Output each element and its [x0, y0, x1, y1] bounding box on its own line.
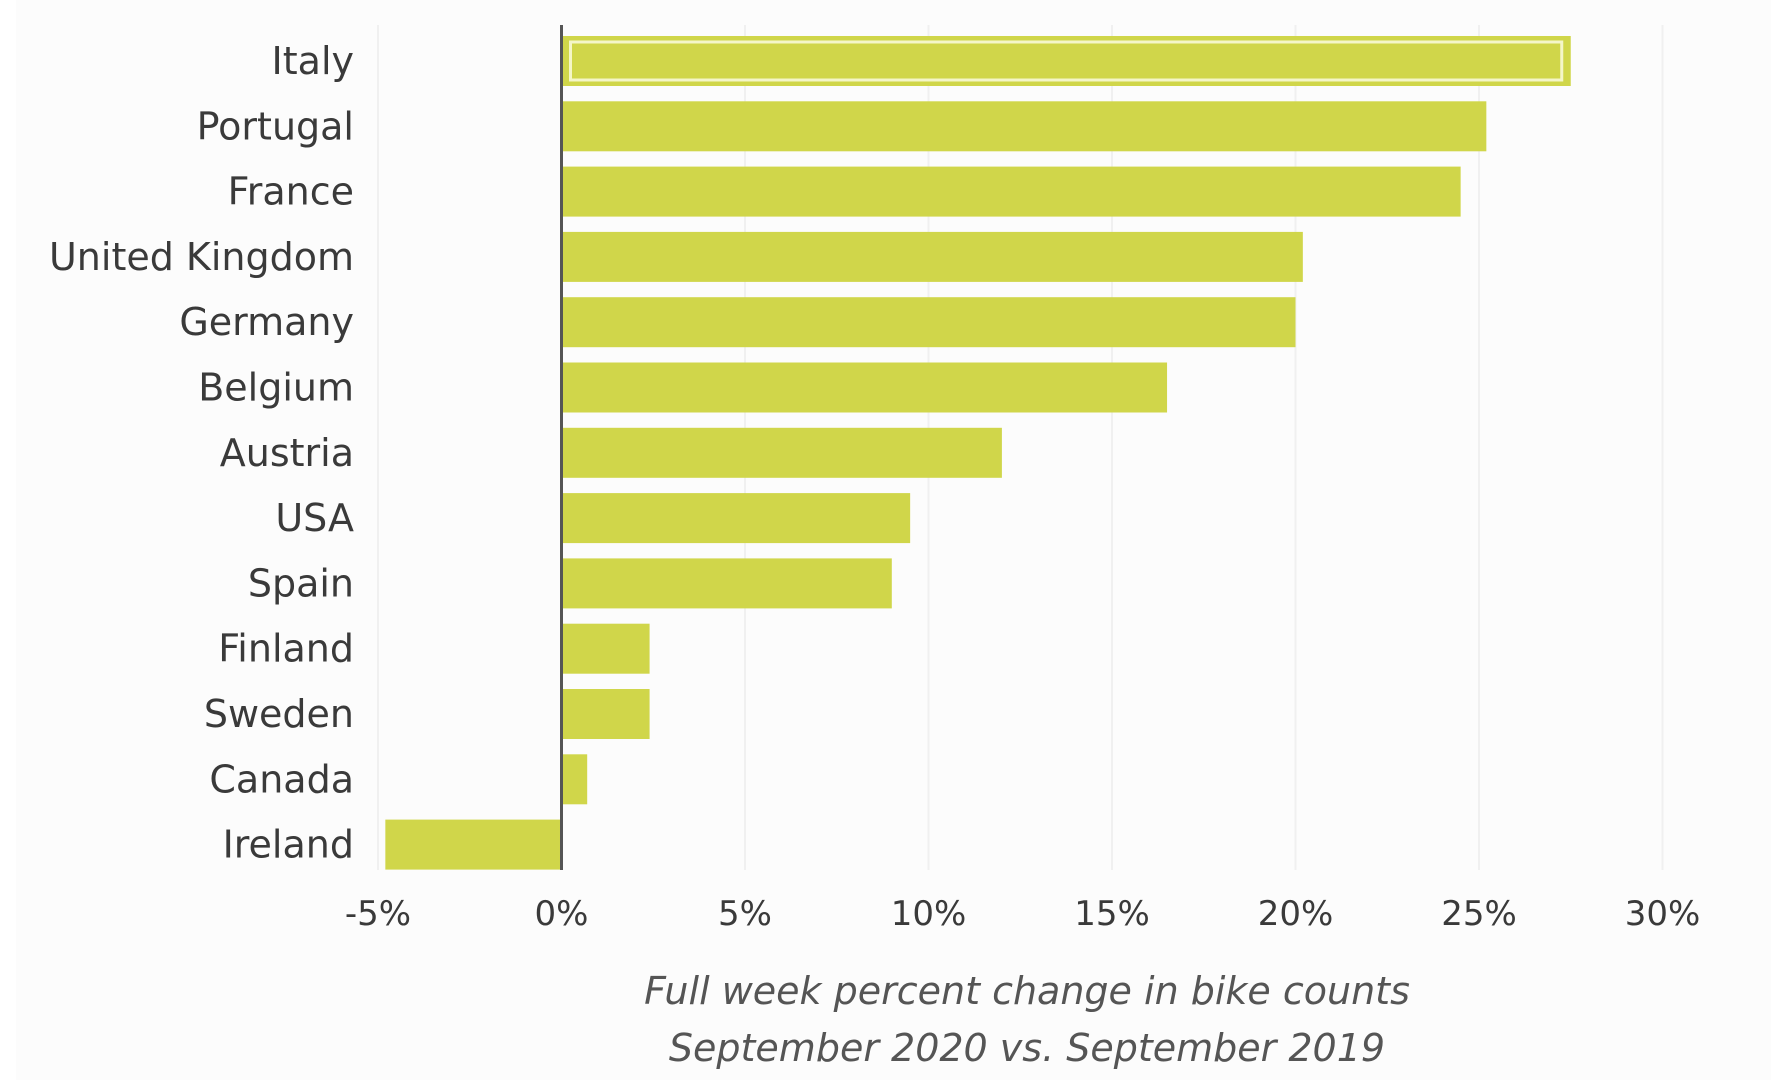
- x-tick-label-6: 25%: [1441, 894, 1517, 934]
- category-label-portugal: Portugal: [197, 104, 354, 148]
- category-labels: Italy Portugal France United Kingdom Germany…: [49, 39, 354, 867]
- bar-ireland[interactable]: [385, 819, 562, 870]
- bar-italy[interactable]: [561, 36, 1571, 86]
- x-tick-label-4: 15%: [1074, 894, 1150, 934]
- x-tick-label-7: 30%: [1625, 894, 1701, 934]
- x-tick-label-2: 5%: [718, 894, 772, 934]
- category-label-spain: Spain: [248, 561, 354, 605]
- bar-spain[interactable]: [561, 558, 892, 609]
- bar-sweden[interactable]: [561, 689, 650, 739]
- category-label-italy: Italy: [272, 39, 354, 83]
- category-label-france: France: [228, 170, 354, 214]
- category-label-sweden: Sweden: [204, 692, 354, 736]
- x-tick-label-3: 10%: [891, 894, 967, 934]
- bar-usa[interactable]: [561, 493, 911, 544]
- bar-belgium[interactable]: [561, 362, 1168, 413]
- x-tick-label-1: 0%: [535, 894, 589, 934]
- category-label-usa: USA: [275, 496, 354, 540]
- x-tick-label-5: 20%: [1258, 894, 1334, 934]
- category-label-united-kingdom: United Kingdom: [49, 235, 354, 279]
- bar-canada[interactable]: [561, 754, 588, 805]
- bar-chart: Italy Portugal France United Kingdom Germany…: [49, 25, 1700, 1070]
- bar-france[interactable]: [561, 166, 1461, 217]
- bar-austria[interactable]: [561, 427, 1002, 478]
- bar-finland[interactable]: [561, 623, 650, 674]
- category-label-finland: Finland: [218, 627, 354, 671]
- x-tick-labels: -5% 0% 5% 10% 15% 20% 25% 30%: [345, 894, 1700, 934]
- chart-frame: Italy Portugal France United Kingdom Germany…: [16, 0, 1771, 1080]
- bar-highlight-outline-italy: [569, 40, 1564, 82]
- category-label-germany: Germany: [179, 300, 354, 344]
- bar-united-kingdom[interactable]: [561, 231, 1303, 282]
- x-tick-label-0: -5%: [345, 894, 411, 934]
- category-label-belgium: Belgium: [198, 366, 354, 410]
- category-label-austria: Austria: [220, 431, 354, 475]
- category-label-canada: Canada: [209, 757, 354, 801]
- category-label-ireland: Ireland: [223, 823, 354, 867]
- bar-germany[interactable]: [561, 297, 1296, 348]
- bar-portugal[interactable]: [561, 101, 1487, 152]
- x-axis-title-line2: September 2020 vs. September 2019: [669, 1026, 1385, 1070]
- x-axis-title-line1: Full week percent change in bike counts: [644, 969, 1410, 1013]
- bar-layer: [385, 36, 1571, 870]
